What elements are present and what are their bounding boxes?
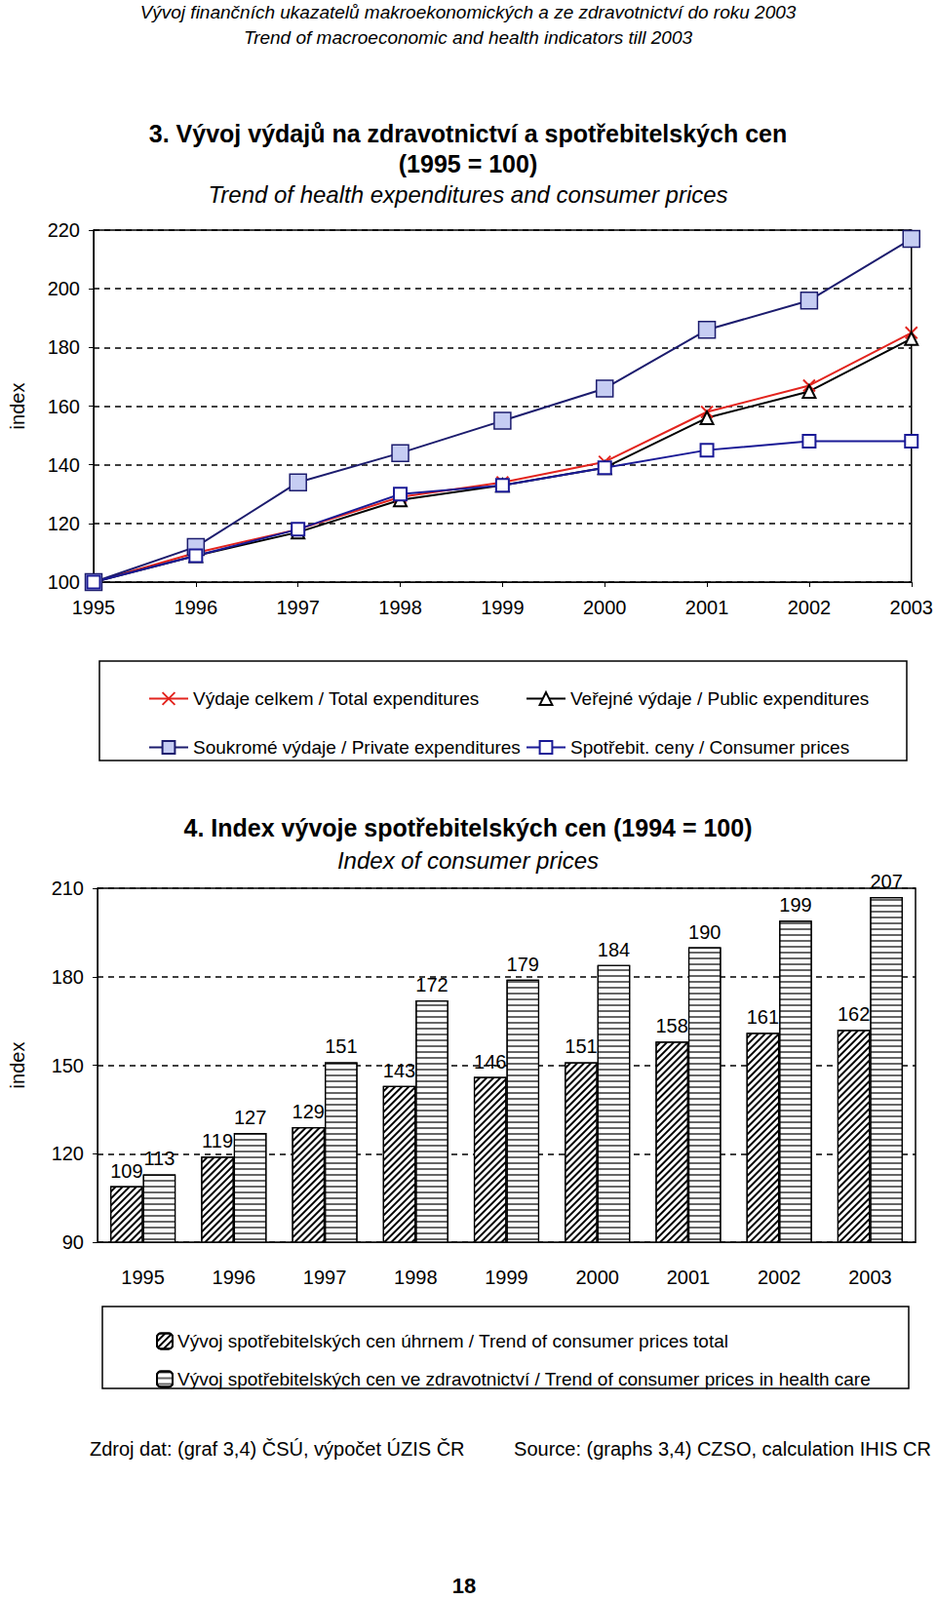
svg-text:140: 140 [47, 454, 80, 476]
svg-text:2003: 2003 [848, 1266, 893, 1288]
svg-text:Vývoj spotřebitelských cen ve: Vývoj spotřebitelských cen ve zdravotnic… [177, 1368, 871, 1390]
svg-text:90: 90 [62, 1231, 84, 1253]
svg-text:151: 151 [324, 1035, 357, 1057]
svg-text:151: 151 [564, 1035, 597, 1057]
svg-text:120: 120 [51, 1142, 84, 1165]
svg-text:172: 172 [415, 974, 448, 996]
svg-text:2002: 2002 [787, 596, 832, 619]
svg-text:(1995 = 100): (1995 = 100) [398, 150, 538, 178]
svg-text:179: 179 [507, 953, 540, 975]
svg-text:1995: 1995 [72, 596, 117, 619]
svg-text:3. Vývoj výdajů na zdravotnict: 3. Vývoj výdajů na zdravotnictví a spotř… [149, 119, 787, 148]
svg-text:2000: 2000 [575, 1266, 620, 1288]
svg-text:120: 120 [47, 512, 80, 535]
html-text:Source: (graphs 3,4) CZSO, cal: Source: (graphs 3,4) CZSO, calculation I… [513, 1438, 932, 1460]
svg-text:Soukromé výdaje / Private expe: Soukromé výdaje / Private expenditures [193, 737, 521, 758]
svg-text:127: 127 [234, 1106, 267, 1129]
svg-text:index: index [6, 383, 29, 430]
svg-text:160: 160 [47, 395, 80, 418]
svg-text:1997: 1997 [303, 1266, 348, 1288]
svg-text:150: 150 [51, 1054, 84, 1077]
svg-text:1999: 1999 [484, 1266, 529, 1288]
svg-text:2003: 2003 [890, 596, 935, 619]
svg-text:Index of consumer prices: Index of consumer prices [337, 847, 599, 874]
html-text:Trend of macroeconomic and hea: Trend of macroeconomic and health indica… [243, 27, 693, 48]
svg-text:1998: 1998 [393, 1266, 438, 1288]
svg-text:2000: 2000 [583, 596, 627, 619]
svg-text:146: 146 [473, 1051, 507, 1073]
svg-text:109: 109 [110, 1160, 143, 1182]
svg-text:190: 190 [688, 921, 721, 943]
svg-text:2002: 2002 [757, 1266, 802, 1288]
svg-text:1995: 1995 [120, 1266, 165, 1288]
svg-text:Trend of health expenditures a: Trend of health expenditures and consume… [207, 181, 728, 208]
svg-text:143: 143 [383, 1059, 416, 1082]
svg-text:129: 129 [292, 1100, 325, 1123]
svg-text:2001: 2001 [666, 1266, 711, 1288]
html-text:Vývoj finančních ukazatelů mak: Vývoj finančních ukazatelů makroekonomic… [140, 1, 796, 23]
svg-text:220: 220 [47, 219, 80, 241]
svg-text:1999: 1999 [480, 596, 525, 619]
svg-text:180: 180 [47, 336, 80, 358]
svg-text:1997: 1997 [275, 596, 320, 619]
svg-text:Spotřebit. ceny / Consumer pri: Spotřebit. ceny / Consumer prices [570, 737, 850, 758]
svg-text:100: 100 [47, 571, 80, 593]
svg-text:180: 180 [51, 966, 84, 988]
svg-text:162: 162 [837, 1003, 870, 1025]
svg-text:119: 119 [201, 1130, 234, 1152]
svg-text:158: 158 [655, 1014, 688, 1037]
svg-text:Vývoj spotřebitelských cen úhr: Vývoj spotřebitelských cen úhrnem / Tren… [177, 1330, 729, 1352]
svg-text:4. Index vývoje spotřebitelský: 4. Index vývoje spotřebitelských cen (19… [184, 814, 753, 842]
svg-text:Výdaje celkem / Total expendit: Výdaje celkem / Total expenditures [193, 688, 479, 709]
svg-text:1998: 1998 [378, 596, 423, 619]
svg-text:161: 161 [746, 1006, 780, 1028]
svg-text:199: 199 [779, 894, 812, 916]
svg-text:210: 210 [51, 877, 84, 899]
html-text:18: 18 [452, 1573, 476, 1599]
html-text:Zdroj dat: (graf 3,4) ČSÚ, výp: Zdroj dat: (graf 3,4) ČSÚ, výpočet ÚZIS … [89, 1438, 465, 1460]
svg-text:207: 207 [869, 870, 902, 893]
svg-text:113: 113 [143, 1147, 175, 1170]
svg-text:1996: 1996 [174, 596, 219, 619]
svg-text:1996: 1996 [212, 1266, 257, 1288]
svg-text:Veřejné výdaje / Public expend: Veřejné výdaje / Public expenditures [570, 688, 869, 709]
svg-text:2001: 2001 [685, 596, 730, 619]
svg-text:184: 184 [597, 938, 630, 961]
svg-text:200: 200 [47, 277, 80, 300]
svg-text:index: index [6, 1042, 29, 1090]
